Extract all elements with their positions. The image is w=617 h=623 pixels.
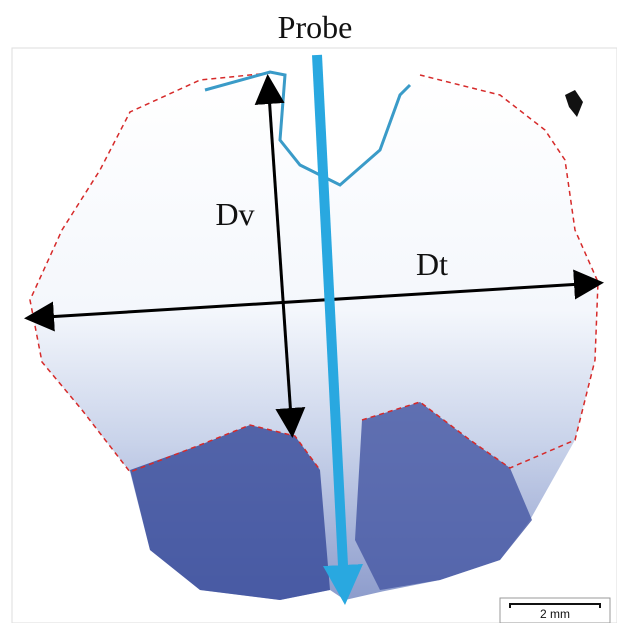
scale-bar-box: [499, 597, 611, 623]
dt-label: Dt: [416, 246, 448, 282]
dv-arrow: [254, 74, 306, 438]
stained-region-right: [355, 402, 532, 590]
dt-arrow: [24, 269, 604, 332]
probe-arrow: [312, 54, 363, 605]
scale-bar-label: 2 mm: [540, 607, 570, 621]
stained-region-left: [130, 425, 330, 600]
debris: [565, 90, 583, 117]
probe-label: Probe: [278, 9, 353, 45]
scale-bar: [509, 603, 601, 608]
dv-label: Dv: [215, 196, 254, 232]
